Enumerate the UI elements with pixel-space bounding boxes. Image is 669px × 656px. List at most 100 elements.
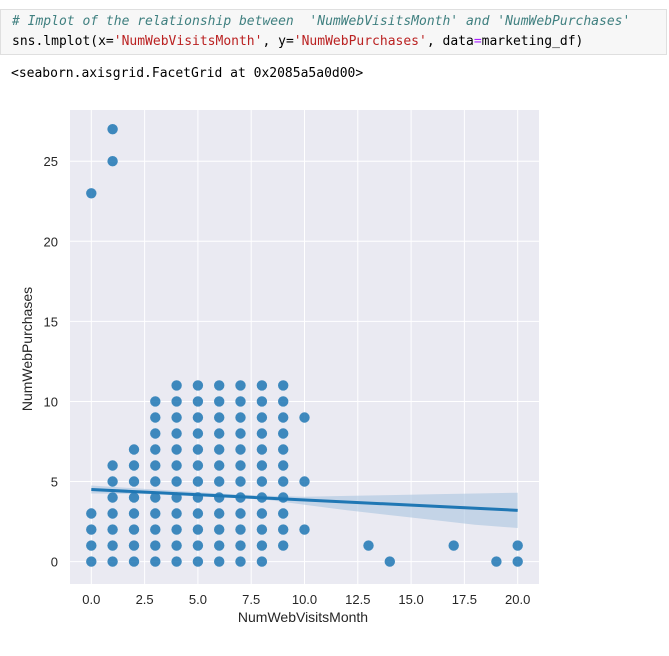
scatter-point bbox=[192, 524, 204, 535]
x-tick-label: 17.5 bbox=[452, 592, 477, 607]
scatter-point bbox=[278, 460, 289, 471]
x-tick-label: 2.5 bbox=[136, 592, 154, 607]
scatter-point bbox=[278, 540, 289, 551]
scatter-point bbox=[192, 412, 204, 423]
scatter-point bbox=[86, 508, 97, 519]
scatter-point bbox=[128, 508, 140, 519]
scatter-point bbox=[128, 556, 140, 567]
scatter-point bbox=[214, 524, 225, 535]
confidence-band bbox=[91, 485, 518, 528]
code-y-arg: 'NumWebPurchases' bbox=[293, 34, 427, 49]
x-tick-label: 12.5 bbox=[345, 592, 370, 607]
regression-line bbox=[91, 488, 518, 512]
scatter-point bbox=[107, 556, 118, 567]
scatter-point bbox=[278, 380, 289, 391]
scatter-point bbox=[192, 380, 204, 391]
scatter-point bbox=[107, 540, 118, 551]
y-tick-label: 10 bbox=[44, 394, 58, 409]
scatter-point bbox=[235, 476, 246, 487]
scatter-point bbox=[299, 476, 310, 487]
scatter-point bbox=[107, 460, 118, 471]
scatter-point bbox=[278, 524, 289, 535]
scatter-point bbox=[256, 476, 268, 487]
scatter-point bbox=[384, 556, 395, 567]
scatter-point bbox=[192, 508, 204, 519]
scatter-point bbox=[171, 508, 182, 519]
scatter-point bbox=[128, 492, 140, 503]
scatter-point bbox=[235, 556, 246, 567]
scatter-point bbox=[192, 460, 204, 471]
scatter-point bbox=[278, 396, 289, 407]
scatter-point bbox=[150, 524, 161, 535]
scatter-point bbox=[299, 412, 310, 423]
scatter-point bbox=[256, 508, 268, 519]
scatter-point bbox=[448, 540, 459, 551]
scatter-point bbox=[214, 380, 225, 391]
scatter-point bbox=[171, 540, 182, 551]
scatter-point bbox=[235, 380, 246, 391]
scatter-point bbox=[128, 540, 140, 551]
code-comment: # Implot of the relationship between 'Nu… bbox=[12, 14, 631, 29]
scatter-point bbox=[107, 476, 118, 487]
scatter-point bbox=[171, 412, 182, 423]
scatter-point bbox=[491, 556, 502, 567]
scatter-point bbox=[171, 556, 182, 567]
scatter-point bbox=[171, 476, 182, 487]
scatter-point bbox=[512, 556, 523, 567]
x-tick-label: 15.0 bbox=[398, 592, 423, 607]
y-axis-label: NumWebPurchases bbox=[19, 287, 35, 411]
scatter-point bbox=[214, 508, 225, 519]
scatter-point bbox=[150, 508, 161, 519]
scatter-point bbox=[86, 540, 97, 551]
x-tick-label: 5.0 bbox=[189, 592, 207, 607]
scatter-point bbox=[150, 492, 161, 503]
scatter-point bbox=[107, 508, 118, 519]
scatter-point bbox=[171, 380, 182, 391]
y-tick-label: 15 bbox=[44, 314, 58, 329]
scatter-point bbox=[150, 540, 161, 551]
scatter-point bbox=[278, 476, 289, 487]
code-data-arg: marketing_df) bbox=[481, 34, 584, 49]
scatter-point bbox=[214, 460, 225, 471]
scatter-point bbox=[107, 492, 118, 503]
scatter-point bbox=[214, 396, 225, 407]
scatter-point bbox=[150, 396, 161, 407]
scatter-point bbox=[150, 460, 161, 471]
y-tick-label: 25 bbox=[44, 154, 58, 169]
scatter-point bbox=[278, 412, 289, 423]
scatter-point bbox=[214, 556, 225, 567]
scatter-point bbox=[278, 444, 289, 455]
code-data-sep: , data bbox=[426, 34, 474, 49]
scatter-point bbox=[107, 156, 118, 167]
scatter-point bbox=[86, 556, 97, 567]
x-tick-label: 0.0 bbox=[82, 592, 100, 607]
scatter-point bbox=[235, 396, 246, 407]
scatter-point bbox=[235, 444, 246, 455]
scatter-point bbox=[256, 412, 268, 423]
scatter-point bbox=[256, 524, 268, 535]
scatter-point bbox=[235, 428, 246, 439]
scatter-point bbox=[150, 556, 161, 567]
scatter-point bbox=[192, 476, 204, 487]
code-equals: = bbox=[473, 34, 482, 49]
scatter-point bbox=[256, 460, 268, 471]
scatter-point bbox=[150, 444, 161, 455]
scatter-point bbox=[256, 556, 268, 567]
scatter-point bbox=[192, 556, 204, 567]
scatter-point bbox=[256, 444, 268, 455]
scatter-point bbox=[192, 428, 204, 439]
scatter-point bbox=[128, 524, 140, 535]
scatter-point bbox=[256, 380, 268, 391]
scatter-point bbox=[256, 428, 268, 439]
scatter-point bbox=[278, 428, 289, 439]
scatter-point bbox=[192, 444, 204, 455]
scatter-point bbox=[86, 524, 97, 535]
code-call-prefix: sns.lmplot(x= bbox=[12, 34, 114, 49]
scatter-point bbox=[171, 524, 182, 535]
scatter-point bbox=[192, 540, 204, 551]
scatter-point bbox=[214, 476, 225, 487]
code-cell[interactable]: # Implot of the relationship between 'Nu… bbox=[0, 9, 667, 55]
scatter-point bbox=[214, 540, 225, 551]
y-tick-label: 20 bbox=[44, 234, 58, 249]
scatter-point bbox=[171, 428, 182, 439]
